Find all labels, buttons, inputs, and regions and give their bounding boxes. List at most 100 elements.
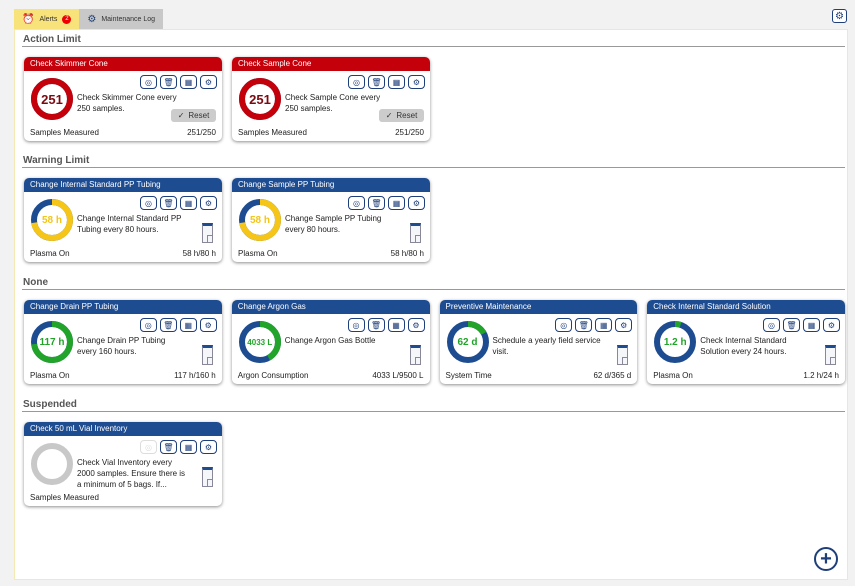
ring-value: 4033 L [247,337,273,347]
acknowledge-button[interactable]: ◎ [555,318,573,332]
ring-value: 251 [249,91,271,107]
section-title: None [22,277,845,290]
counter-value: 62 d/365 d [593,371,632,380]
alert-card[interactable]: Check Internal Standard Solution ◎ 🗑 ▦ ⚙ 1.2 … [647,300,845,384]
alert-section: Action Limit Check Skimmer Cone ◎ 🗑 ▦ ⚙ 251 Che… [22,34,845,141]
progress-ring [31,321,73,363]
calendar-icon: ▦ [392,320,400,330]
schedule-button[interactable]: ▦ [388,75,405,89]
ring-progress [446,321,489,363]
schedule-button[interactable]: ▦ [803,318,820,332]
acknowledge-button[interactable]: ◎ [348,75,365,89]
settings-button[interactable]: ⚙ [823,318,840,332]
reset-button[interactable]: ✓ Reset [379,109,424,122]
settings-button[interactable]: ⚙ [615,318,633,332]
acknowledge-button[interactable]: ◎ [140,196,157,210]
schedule-button[interactable]: ▦ [180,75,197,89]
card-title: Change Argon Gas [231,300,430,314]
ring-track [31,443,73,485]
trash-icon: 🗑 [786,320,797,330]
trash-icon: 🗑 [371,198,382,208]
trash-icon: 🗑 [163,198,174,208]
acknowledge-button[interactable]: ◎ [348,196,365,210]
card-row: Change Internal Standard PP Tubing ◎ 🗑 ▦ ⚙ 58… [22,178,845,262]
target-icon: ◎ [145,198,152,208]
counter-value: 58 h/80 h [390,249,424,258]
schedule-button[interactable]: ▦ [180,196,197,210]
alert-section: None Change Drain PP Tubing ◎ 🗑 ▦ ⚙ 117 h Chang… [22,277,845,384]
delete-button[interactable]: 🗑 [368,75,385,89]
ring-progress [238,321,281,363]
alert-card[interactable]: Check Skimmer Cone ◎ 🗑 ▦ ⚙ 251 Check Skimmer C… [24,57,222,141]
calendar-icon: ▦ [184,320,193,330]
tab-alerts[interactable]: ⏰ Alerts 2 [14,9,80,29]
target-icon: ◎ [145,77,152,87]
progress-ring [31,78,73,120]
instrument-icon [617,345,629,365]
gear-icon: ⚙ [204,442,213,452]
delete-button[interactable]: 🗑 [368,196,385,210]
settings-button[interactable]: ⚙ [200,440,217,454]
instrument-icon [202,223,213,243]
alert-card[interactable]: Check 50 mL Vial Inventory ◎ 🗑 ▦ ⚙ Check Vial… [24,422,222,506]
section-title: Warning Limit [22,155,845,168]
settings-button[interactable]: ⚙ [408,75,425,89]
gear-icon: ⚙ [827,320,836,330]
delete-button[interactable]: 🗑 [160,440,177,454]
settings-button[interactable]: ⚙ [407,318,425,332]
delete-button[interactable]: 🗑 [160,196,177,210]
schedule-button[interactable]: ▦ [180,440,197,454]
card-row: Check 50 mL Vial Inventory ◎ 🗑 ▦ ⚙ Check Vial… [22,422,845,506]
alert-card[interactable]: Change Sample PP Tubing ◎ 🗑 ▦ ⚙ 58 h Change Sa… [232,178,430,262]
acknowledge-button[interactable]: ◎ [139,318,157,332]
gear-icon: ⚙ [620,320,628,330]
schedule-button[interactable]: ▦ [388,196,405,210]
settings-button[interactable]: ⚙ [199,318,217,332]
delete-button[interactable]: 🗑 [159,318,177,332]
reset-button[interactable]: ✓ Reset [171,109,216,122]
acknowledge-button[interactable]: ◎ [347,318,365,332]
schedule-button[interactable]: ▦ [595,318,613,332]
acknowledge-button[interactable]: ◎ [763,318,780,332]
progress-ring [239,78,281,120]
delete-button[interactable]: 🗑 [367,318,385,332]
counter-value: 1.2 h/24 h [803,371,839,380]
card-actions: ◎ 🗑 ▦ ⚙ [763,318,840,332]
ring-progress [31,321,73,363]
delete-button[interactable]: 🗑 [160,75,177,89]
card-actions: ◎ 🗑 ▦ ⚙ [348,196,425,210]
section-title: Suspended [22,399,845,412]
settings-button[interactable]: ⚙ [200,75,217,89]
counter-label: Plasma On [238,249,278,258]
schedule-button[interactable]: ▦ [179,318,197,332]
counter-label: Argon Consumption [237,371,309,380]
card-description: Check Internal Standard Solution every 2… [700,336,787,356]
alert-card[interactable]: Change Internal Standard PP Tubing ◎ 🗑 ▦ ⚙ 58… [24,178,222,262]
settings-button[interactable]: ⚙ [832,9,847,23]
tab-label: Alerts [39,15,58,23]
add-alert-button[interactable]: + [814,547,838,571]
counter-label: Plasma On [30,249,70,258]
tab-maintenance-log[interactable]: ⚙ Maintenance Log [79,9,164,29]
tab-label: Maintenance Log [101,15,156,23]
delete-button[interactable]: 🗑 [575,318,593,332]
card-description: Change Drain PP Tubing every 160 hours. [77,336,166,356]
card-title: Check Skimmer Cone [24,57,222,71]
gear-icon: ⚙ [412,198,421,208]
alert-card[interactable]: Preventive Maintenance ◎ 🗑 ▦ ⚙ 62 d Schedule a… [439,300,638,384]
delete-button[interactable]: 🗑 [783,318,800,332]
calendar-icon: ▦ [392,77,401,87]
acknowledge-button[interactable]: ◎ [140,440,157,454]
acknowledge-button[interactable]: ◎ [140,75,157,89]
settings-button[interactable]: ⚙ [200,196,217,210]
alerts-count-badge: 2 [62,14,72,24]
settings-button[interactable]: ⚙ [408,196,425,210]
instrument-icon [410,223,421,243]
alert-card[interactable]: Change Argon Gas ◎ 🗑 ▦ ⚙ 4033 L Change Argon G… [231,300,430,384]
card-title: Check Sample Cone [232,57,430,71]
card-title: Change Internal Standard PP Tubing [24,178,222,192]
alert-card[interactable]: Check Sample Cone ◎ 🗑 ▦ ⚙ 251 Check Sample Con… [232,57,430,141]
alert-section: Suspended Check 50 mL Vial Inventory ◎ 🗑 ▦ ⚙ C… [22,399,845,506]
alert-card[interactable]: Change Drain PP Tubing ◎ 🗑 ▦ ⚙ 117 h Change Dr… [24,300,222,384]
schedule-button[interactable]: ▦ [387,318,405,332]
